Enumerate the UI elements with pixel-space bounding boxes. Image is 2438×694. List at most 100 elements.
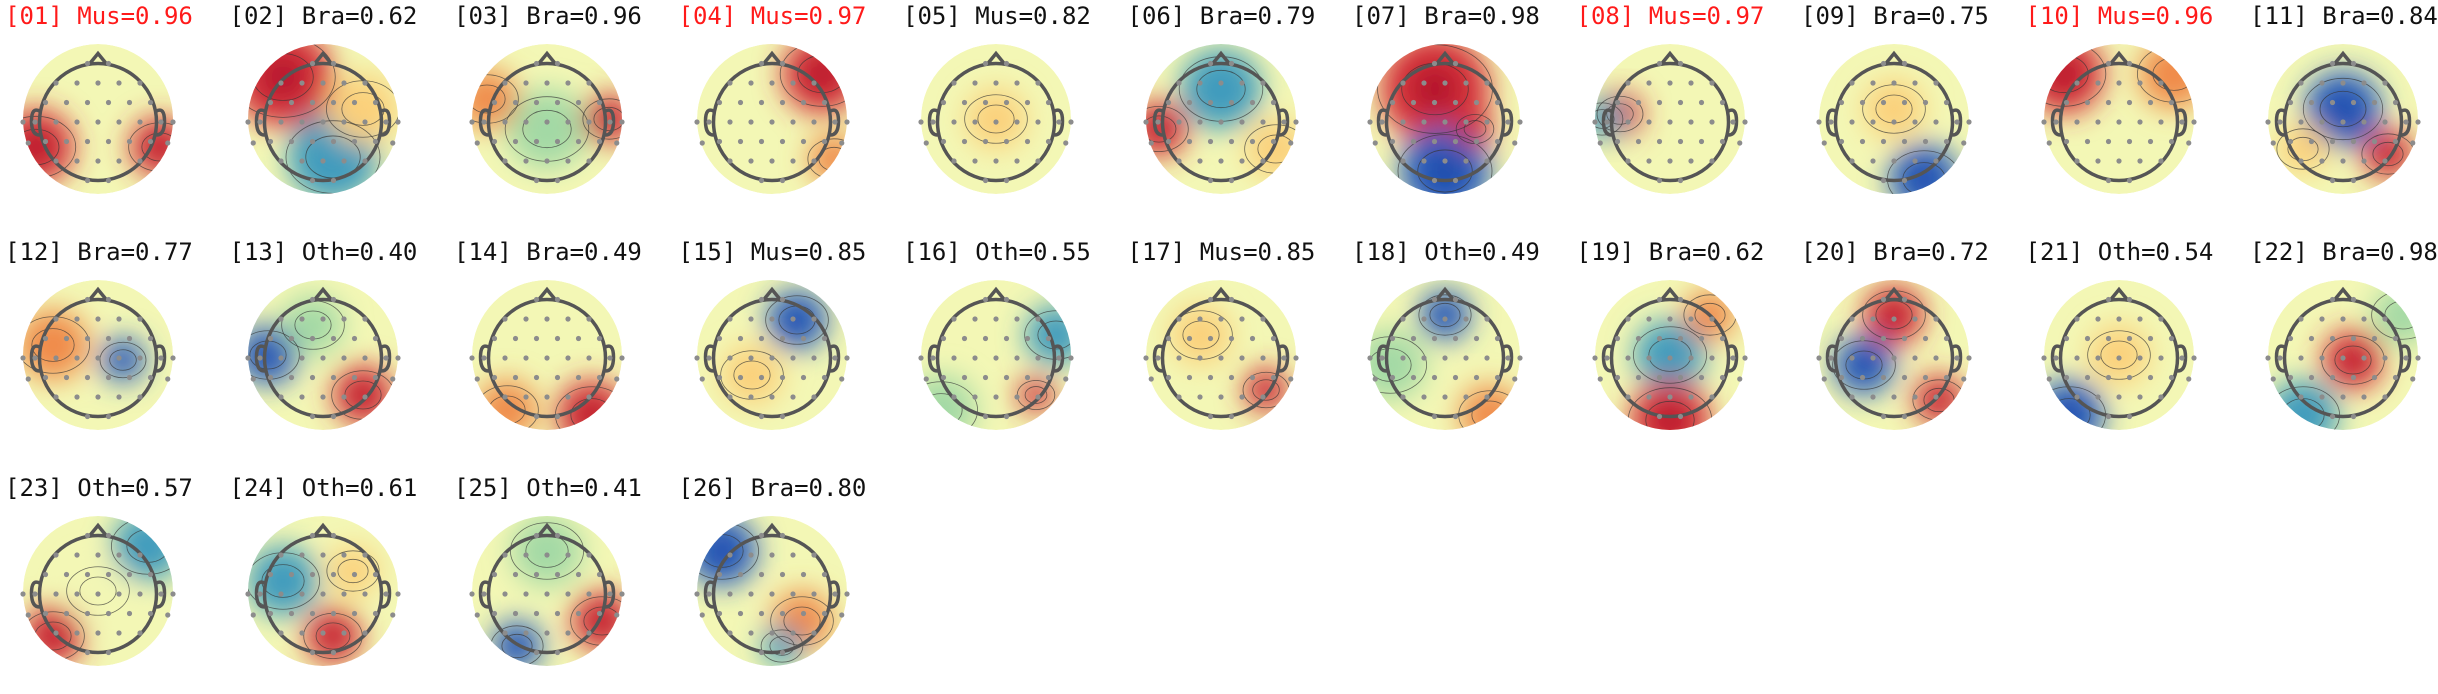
contour-line	[2276, 128, 2330, 170]
electrode-dot	[1912, 394, 1918, 400]
contour-line	[977, 104, 1015, 134]
electrode-dot	[565, 630, 571, 636]
electrode-dot	[747, 316, 754, 322]
component-title: [17] Mus=0.85	[1127, 238, 1316, 266]
electrode-dot	[982, 138, 989, 145]
electrode-dot	[1442, 394, 1448, 400]
electrode-dot	[1729, 119, 1736, 125]
electrode-dot	[277, 394, 284, 400]
electrode-dot	[84, 532, 91, 539]
component-title: [15] Mus=0.85	[678, 238, 867, 266]
electrode-dot	[2115, 355, 2122, 361]
electrode-dot	[1880, 335, 1887, 342]
electrode-dot	[789, 355, 796, 361]
electrode-dot	[309, 610, 315, 617]
electrode-dot	[554, 99, 561, 106]
ear-outline	[2050, 344, 2061, 373]
electrode-dot	[502, 316, 508, 322]
electrode-dot	[737, 571, 743, 578]
electrode-dot	[747, 394, 754, 400]
component-title: [23] Oth=0.57	[5, 474, 193, 502]
electrode-dot	[2319, 158, 2325, 164]
electrode-dot	[309, 60, 315, 67]
component-title: [14] Bra=0.49	[454, 238, 642, 266]
head-outline	[37, 297, 159, 419]
electrode-dot	[1741, 119, 1748, 125]
electrode-dot	[394, 591, 401, 597]
electrode-dot	[575, 99, 582, 106]
electrode-dot	[2270, 140, 2276, 146]
topomap-head	[693, 516, 850, 666]
electrode-dot	[554, 649, 561, 656]
electrode-dot	[330, 649, 336, 656]
activation-region	[2278, 124, 2328, 174]
electrode-dot	[2105, 296, 2111, 303]
ear-outline	[1601, 108, 1612, 137]
electrode-dot	[491, 610, 498, 617]
electrode-dot	[614, 140, 620, 146]
electrode-dot	[1645, 119, 1652, 125]
electrode-dot	[2298, 158, 2304, 164]
electrode-dot	[2298, 119, 2304, 125]
electrode-dot	[940, 335, 947, 342]
topomap-head	[1816, 280, 1972, 430]
electrode-dot	[277, 80, 284, 86]
electrode-dot	[74, 355, 80, 361]
electrode-dot	[533, 571, 540, 578]
electrode-dot	[1677, 177, 1683, 184]
electrode-dot	[1719, 374, 1725, 381]
contour-line	[1251, 379, 1280, 401]
electrode-dot	[2361, 80, 2367, 86]
electrode-dot	[351, 99, 357, 106]
electrode-dot	[351, 374, 357, 381]
electrode-dot	[319, 591, 326, 597]
electrode-dot	[2126, 138, 2132, 145]
electrode-dot	[726, 80, 733, 86]
activation-peak	[1927, 388, 1951, 412]
contour-line	[582, 98, 622, 140]
electrode-dot	[961, 138, 968, 145]
electrode-dot	[2403, 355, 2409, 361]
electrode-dot	[1014, 394, 1020, 400]
electrode-dot	[116, 591, 122, 597]
head-outline	[1160, 61, 1281, 183]
electrode-dot	[1849, 158, 1855, 164]
electrode-dot	[2084, 99, 2090, 106]
electrode-dot	[1003, 138, 1010, 145]
electrode-dot	[843, 119, 850, 125]
electrode-dot	[147, 374, 154, 381]
electrode-dot	[1966, 119, 1972, 125]
electrode-dot	[1238, 394, 1245, 400]
component-title: [18] Oth=0.49	[1352, 238, 1540, 266]
electrode-dot	[137, 316, 143, 322]
electrode-dot	[2340, 80, 2346, 86]
electrode-dot	[923, 376, 929, 382]
electrode-dot	[95, 316, 101, 322]
electrode-dot	[95, 394, 101, 400]
electrode-dot	[1698, 374, 1704, 381]
electrode-dot	[533, 649, 540, 656]
topomap-cell: [19] Bra=0.62	[1577, 238, 1802, 458]
electrode-dot	[298, 316, 305, 322]
electrode-dot	[821, 335, 827, 342]
electrode-dot	[1228, 60, 1234, 67]
activation-peak	[1466, 120, 1484, 138]
electrode-dot	[137, 591, 143, 597]
head-outline	[1609, 61, 1730, 183]
electrode-dot	[768, 158, 775, 164]
electrode-dot	[1259, 119, 1266, 125]
electrode-dot	[1280, 119, 1287, 125]
electrode-dot	[170, 591, 176, 597]
electrode-dot	[1912, 119, 1918, 125]
electrode-dot	[2178, 119, 2185, 125]
electrode-dot	[586, 552, 592, 558]
electrode-dot	[789, 394, 796, 400]
electrode-dot	[1259, 394, 1266, 400]
electrode-dot	[1656, 413, 1662, 420]
electrode-dot	[993, 158, 999, 164]
electrode-dot	[993, 80, 999, 86]
electrode-dot	[993, 355, 999, 361]
electrode-dot	[810, 355, 817, 361]
ica-topomap-grid: [01] Mus=0.96 [02] Bra=0.62 [03] Bra=0.96 […	[5, 2, 2438, 666]
electrode-dot	[2277, 355, 2283, 361]
